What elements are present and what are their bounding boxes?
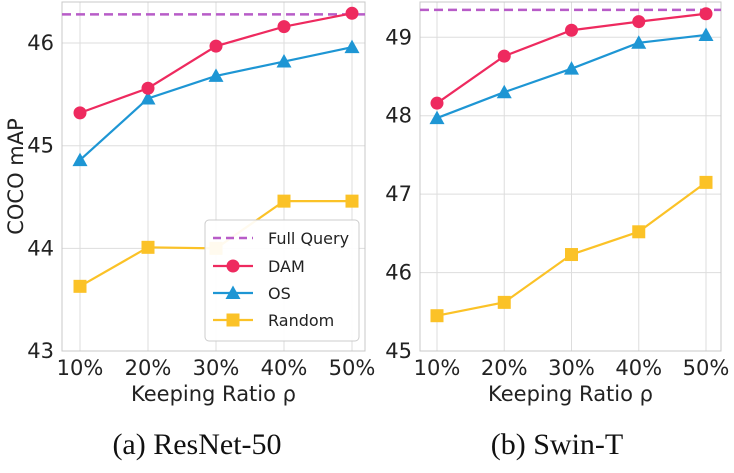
legend-marker-random <box>226 313 240 327</box>
data-point-os <box>208 68 224 82</box>
data-point-random <box>73 279 87 293</box>
plot-frame <box>419 1 722 352</box>
y-tick-label: 45 <box>385 339 412 363</box>
legend-box <box>204 219 360 342</box>
y-axis-label: COCO mAP <box>4 118 28 235</box>
legend-label: Random <box>268 311 334 330</box>
data-point-dam <box>565 23 578 37</box>
data-point-random <box>632 225 646 239</box>
data-point-random <box>277 194 291 208</box>
legend-label: DAM <box>268 257 305 276</box>
data-point-dam <box>141 81 155 95</box>
x-tick-label: 50% <box>329 356 376 380</box>
chart-panel-1: 43 44 45 46 10% 20% 30% 40% 50% Keeping Ratio ρ CO… <box>4 1 376 461</box>
data-point-os <box>344 39 360 54</box>
y-tick-label: 44 <box>27 236 54 260</box>
data-point-random <box>565 248 578 262</box>
data-point-os <box>72 152 88 167</box>
x-tick-label: 10% <box>57 356 104 380</box>
chart-caption: (b) Swin-T <box>491 428 623 461</box>
legend-marker-os <box>225 285 241 299</box>
y-tick-label: 43 <box>27 339 54 363</box>
x-axis-label: Keeping Ratio ρ <box>131 382 296 406</box>
x-tick-label: 20% <box>481 356 528 380</box>
data-point-os <box>429 110 445 125</box>
legend: Full Query DAM OS Random <box>204 219 360 342</box>
data-point-os <box>698 27 714 41</box>
x-tick-label: 10% <box>414 356 461 380</box>
data-point-dam <box>632 15 646 29</box>
plot-frame <box>61 1 366 352</box>
data-point-dam <box>277 20 291 34</box>
data-point-dam <box>345 6 359 20</box>
data-point-os <box>631 35 647 49</box>
x-tick-label: 30% <box>548 356 595 380</box>
x-axis-label: Keeping Ratio ρ <box>488 382 653 406</box>
data-point-random <box>141 240 155 254</box>
legend-marker-dam <box>226 259 240 273</box>
data-point-dam <box>699 7 713 21</box>
data-point-os <box>564 61 579 75</box>
data-point-dam <box>497 49 511 63</box>
y-tick-label: 49 <box>385 25 412 49</box>
data-point-random <box>497 295 511 309</box>
data-point-os <box>140 90 156 105</box>
x-tick-label: 30% <box>193 356 240 380</box>
data-point-dam <box>209 39 223 53</box>
data-point-random <box>699 175 713 189</box>
y-tick-label: 48 <box>385 104 412 128</box>
x-tick-label: 40% <box>261 356 308 380</box>
x-tick-label: 50% <box>683 356 730 380</box>
y-tick-label: 46 <box>27 31 54 55</box>
legend-label: Full Query <box>268 229 349 248</box>
data-point-random <box>345 194 359 208</box>
data-point-dam <box>73 106 87 120</box>
data-point-random <box>430 309 444 323</box>
y-tick-label: 47 <box>385 182 412 206</box>
x-tick-label: 40% <box>615 356 662 380</box>
y-tick-label: 46 <box>385 261 412 285</box>
chart-caption: (a) ResNet-50 <box>112 428 281 461</box>
data-point-os <box>276 54 292 68</box>
data-point-dam <box>430 96 444 110</box>
x-tick-label: 20% <box>125 356 172 380</box>
chart-panel-2: 45 46 47 48 49 10% 20% 30% 40% 50% Keeping Ratio ρ… <box>385 1 730 461</box>
data-point-os <box>496 84 512 99</box>
y-tick-label: 45 <box>27 134 54 158</box>
legend-label: OS <box>268 284 291 303</box>
